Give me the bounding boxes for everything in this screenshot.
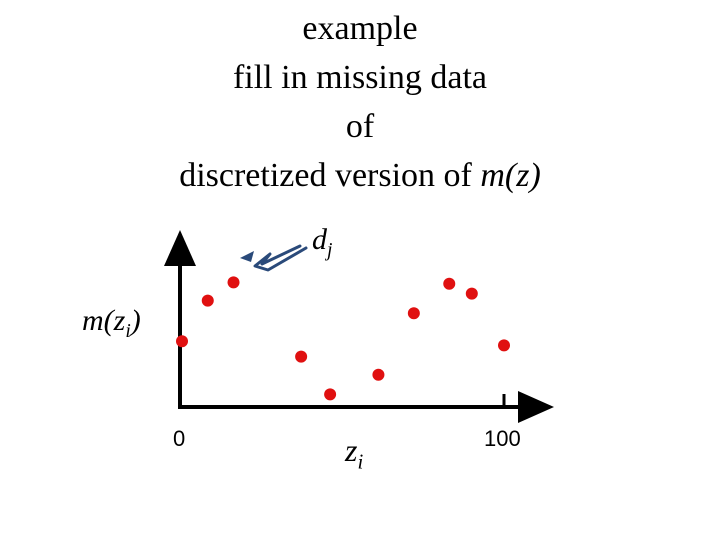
data-point-2 <box>227 276 240 289</box>
y-axis-label-sub: i <box>125 321 131 342</box>
x-axis-label: zi <box>345 432 363 474</box>
annotation-label: dj <box>312 223 332 262</box>
data-point-9 <box>498 339 510 352</box>
annotation-arrow-head <box>240 251 254 262</box>
y-axis-label-main: m(z <box>82 304 126 337</box>
title-function: m(z) <box>480 157 541 194</box>
title-line-4-prefix: discretized version of <box>179 157 481 194</box>
data-point-6 <box>407 307 420 320</box>
data-point-0 <box>176 335 188 348</box>
annotation-label-main: d <box>312 223 327 256</box>
y-axis-label: m(zi) <box>82 304 141 343</box>
annotation-arrow <box>253 244 308 272</box>
x-tick-label-0: 0 <box>173 426 186 451</box>
title-line-3: of <box>345 108 375 145</box>
data-point-5 <box>372 368 385 381</box>
data-point-4 <box>324 388 337 401</box>
x-axis-label-sub: i <box>357 450 364 474</box>
data-point-3 <box>295 350 308 363</box>
chart-title: example fill in missing data of discreti… <box>0 4 720 200</box>
data-point-7 <box>443 277 456 290</box>
y-axis-label-close: ) <box>130 304 141 337</box>
data-point-1 <box>201 294 214 307</box>
x-tick-label-100: 100 <box>484 426 521 451</box>
title-line-4: discretized version of m(z) <box>0 151 720 200</box>
title-line-2: fill in missing data <box>232 59 488 96</box>
annotation-label-sub: j <box>327 240 333 261</box>
title-line-1: example <box>302 10 418 47</box>
data-point-8 <box>465 287 478 300</box>
x-axis-label-main: z <box>345 432 358 468</box>
